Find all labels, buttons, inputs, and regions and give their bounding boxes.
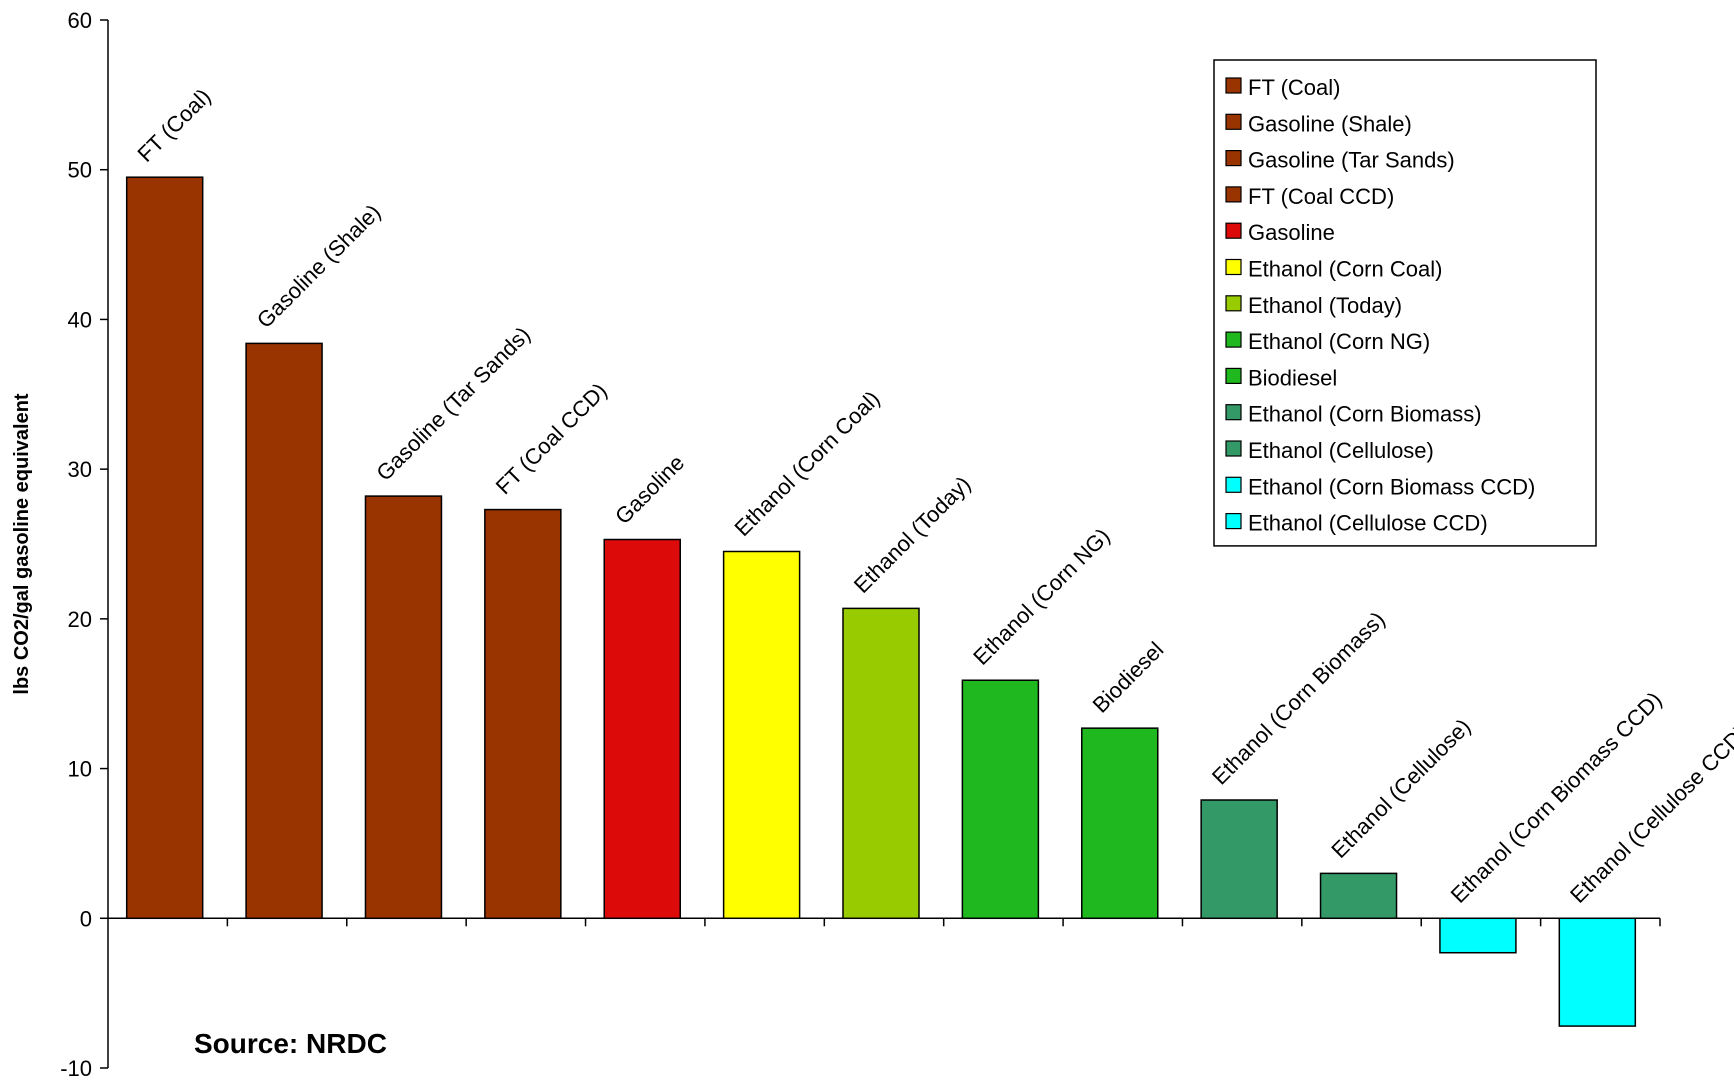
- legend-swatch: [1225, 258, 1242, 276]
- y-tick-label: 60: [68, 8, 92, 33]
- legend-swatch: [1225, 150, 1242, 167]
- legend-label: Biodiesel: [1248, 365, 1337, 390]
- bar: [125, 176, 204, 920]
- legend-label: Gasoline (Tar Sands): [1248, 148, 1455, 173]
- bar: [603, 538, 681, 920]
- bar: [245, 342, 323, 920]
- legend-swatch: [1225, 512, 1242, 530]
- bar: [961, 679, 1040, 920]
- bar-label: Ethanol (Corn NG): [968, 523, 1115, 670]
- legend-label: Gasoline (Shale): [1248, 111, 1412, 136]
- bar: [484, 508, 562, 920]
- y-axis-title: lbs CO2/gal gasoline equivalent: [11, 393, 33, 695]
- bar: [1200, 799, 1278, 920]
- source-annotation: Source: NRDC: [194, 1028, 387, 1059]
- bar-label: Gasoline (Shale): [252, 199, 386, 333]
- legend-label: Ethanol (Corn Biomass): [1248, 402, 1482, 427]
- y-tick-label: 30: [68, 457, 92, 482]
- y-tick-label: 10: [68, 757, 92, 782]
- legend-swatch: [1225, 404, 1242, 421]
- legend-label: Ethanol (Corn NG): [1248, 329, 1430, 354]
- y-tick-label: 50: [68, 158, 92, 183]
- legend-label: Gasoline: [1248, 220, 1335, 245]
- bar-label: FT (Coal CCD): [491, 378, 612, 499]
- legend-swatch: [1225, 476, 1242, 493]
- legend-label: FT (Coal CCD): [1248, 184, 1394, 209]
- bar: [842, 607, 920, 920]
- legend-label: Ethanol (Cellulose CCD): [1248, 511, 1488, 536]
- legend-swatch: [1225, 295, 1242, 312]
- legend-label: Ethanol (Today): [1248, 293, 1402, 318]
- bar-label: Ethanol (Today): [849, 471, 976, 598]
- bar-label: Ethanol (Cellulose): [1326, 714, 1475, 863]
- y-tick-label: 20: [68, 607, 92, 632]
- bar-label: Ethanol (Corn Biomass): [1207, 607, 1390, 790]
- bar: [1439, 917, 1517, 954]
- bar: [1081, 727, 1159, 920]
- legend-box: [1213, 59, 1597, 547]
- legend-label: Ethanol (Corn Coal): [1248, 257, 1442, 282]
- bar-label: Ethanol (Corn Coal): [729, 386, 884, 541]
- legend-swatch: [1225, 113, 1242, 130]
- y-tick-label: 40: [68, 307, 92, 332]
- bar-label: Ethanol (Corn Biomass CCD): [1446, 687, 1667, 908]
- legend-swatch: [1225, 77, 1242, 94]
- legend-swatch: [1225, 186, 1242, 203]
- bar: [1558, 917, 1637, 1027]
- bar-label: Biodiesel: [1088, 637, 1169, 718]
- legend-swatch: [1225, 367, 1242, 384]
- legend-swatch: [1225, 440, 1242, 457]
- legend-label: FT (Coal): [1248, 75, 1341, 100]
- legend: FT (Coal) Gasoline (Shale) Gasoline (Tar S…: [1213, 59, 1597, 547]
- legend-label: Ethanol (Cellulose): [1248, 438, 1434, 463]
- bar-label: FT (Coal): [133, 84, 216, 167]
- bar-label: Gasoline: [610, 450, 689, 529]
- y-tick-label: 0: [80, 906, 92, 931]
- legend-swatch: [1225, 222, 1242, 239]
- legend-label: Ethanol (Corn Biomass CCD): [1248, 474, 1535, 499]
- legend-swatch: [1225, 331, 1242, 348]
- y-tick-label: -10: [60, 1056, 92, 1076]
- bar: [722, 550, 801, 920]
- bar: [364, 495, 443, 920]
- bar: [1319, 872, 1398, 920]
